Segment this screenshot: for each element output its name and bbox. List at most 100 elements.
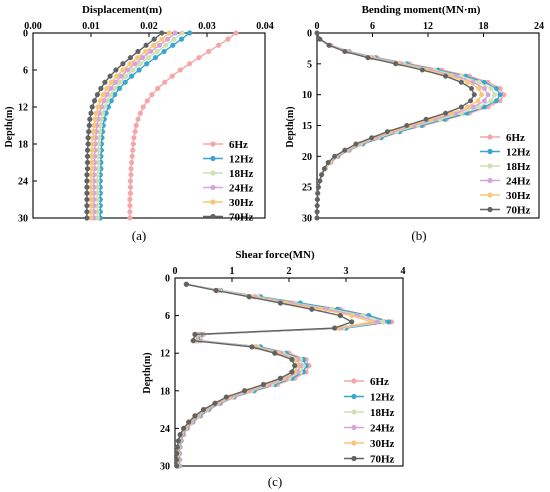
data-point — [260, 381, 267, 388]
data-point — [342, 49, 348, 55]
data-point — [458, 104, 464, 110]
data-point — [465, 79, 471, 85]
data-point — [314, 196, 320, 202]
data-point — [84, 166, 91, 172]
legend-label-6Hz: 6Hz — [370, 376, 389, 388]
data-point — [130, 67, 136, 73]
data-point — [315, 190, 321, 196]
data-point — [127, 184, 133, 190]
data-point — [404, 122, 410, 128]
legend-label-12Hz: 12Hz — [506, 147, 531, 159]
data-point — [319, 172, 325, 178]
data-point — [123, 73, 129, 79]
y-tick-label: 10 — [302, 90, 312, 101]
data-point — [315, 184, 321, 190]
y-tick-label: 0 — [307, 29, 312, 40]
data-point — [177, 432, 183, 438]
data-point — [468, 98, 474, 104]
data-point — [132, 61, 138, 67]
x-tick-label: 18 — [479, 21, 489, 32]
data-point — [470, 104, 476, 110]
panel-c-y-axis-title: Depth(m) — [142, 352, 153, 393]
data-point — [86, 122, 92, 129]
x-tick-label: 0.01 — [82, 21, 100, 32]
data-point — [159, 30, 165, 36]
panel-a-label: (a) — [132, 228, 146, 243]
data-point — [84, 215, 90, 221]
data-point — [223, 394, 229, 400]
data-point — [174, 457, 180, 463]
data-point — [272, 350, 278, 356]
data-point — [127, 203, 133, 209]
data-point — [89, 147, 95, 153]
data-point — [85, 141, 91, 147]
data-point — [84, 196, 90, 203]
data-point — [113, 67, 119, 73]
x-tick-label: 0 — [315, 21, 320, 32]
data-point — [386, 319, 392, 325]
data-point — [142, 48, 149, 55]
y-tick-label: 6 — [23, 66, 28, 77]
data-point — [492, 92, 498, 98]
y-tick-label: 12 — [160, 349, 170, 360]
data-point — [92, 116, 98, 122]
panel-c-shear-force: Shear force(MN) Depth(m) (c) 0 1 2 3 4061218… — [142, 249, 406, 489]
data-point — [151, 36, 157, 42]
legend-label-6Hz: 6Hz — [229, 139, 248, 151]
legend-label-24Hz: 24Hz — [370, 423, 395, 435]
data-point — [175, 438, 182, 444]
panel-a-displacement: Displacement(m) Depth(m) (a) 0.00 0.01 0.0… — [4, 4, 274, 243]
panel-a-y-axis-title: Depth(m) — [4, 106, 15, 147]
data-point — [118, 73, 124, 79]
legend-label-70Hz: 70Hz — [506, 205, 531, 217]
legend-swatch-marker — [487, 192, 493, 198]
y-tick-label: 0 — [23, 29, 28, 40]
data-point — [292, 363, 298, 369]
data-point — [128, 166, 134, 172]
data-point — [476, 104, 482, 110]
legend-swatch-marker — [351, 393, 357, 400]
data-point — [84, 178, 90, 184]
data-point — [179, 30, 185, 36]
data-point — [127, 55, 133, 61]
data-point — [314, 203, 320, 209]
data-point — [493, 85, 499, 91]
legend-label-12Hz: 12Hz — [370, 392, 395, 404]
data-point — [325, 159, 331, 165]
legend-swatch-marker — [351, 424, 357, 431]
data-point — [246, 294, 252, 300]
data-point — [129, 153, 135, 159]
data-point — [120, 67, 126, 73]
data-point — [84, 147, 91, 153]
data-point — [488, 85, 494, 91]
panel-b-label: (b) — [411, 228, 426, 243]
y-tick-label: 20 — [302, 152, 312, 163]
legend-swatch-marker — [351, 440, 357, 446]
data-point — [469, 85, 475, 91]
legend-label-30Hz: 30Hz — [229, 197, 254, 209]
data-point — [85, 135, 91, 141]
data-point — [289, 369, 295, 375]
data-point — [423, 116, 429, 122]
data-point — [145, 55, 152, 61]
data-point — [481, 98, 487, 104]
legend-swatch-marker — [487, 134, 493, 140]
legend-swatch-marker — [351, 378, 357, 384]
data-point — [155, 85, 161, 92]
data-point — [93, 110, 99, 116]
data-point — [443, 110, 449, 116]
data-point — [127, 209, 133, 215]
data-point — [107, 73, 113, 79]
data-point — [481, 85, 487, 91]
data-point — [128, 172, 134, 178]
data-point — [130, 147, 136, 153]
x-tick-label: 0.03 — [198, 21, 216, 32]
x-tick-label: 2 — [287, 266, 292, 277]
data-point — [233, 30, 239, 36]
data-point — [174, 444, 180, 450]
data-point — [140, 104, 146, 110]
data-point — [374, 319, 381, 325]
data-point — [127, 61, 133, 67]
data-point — [314, 30, 320, 36]
data-point — [135, 116, 141, 122]
